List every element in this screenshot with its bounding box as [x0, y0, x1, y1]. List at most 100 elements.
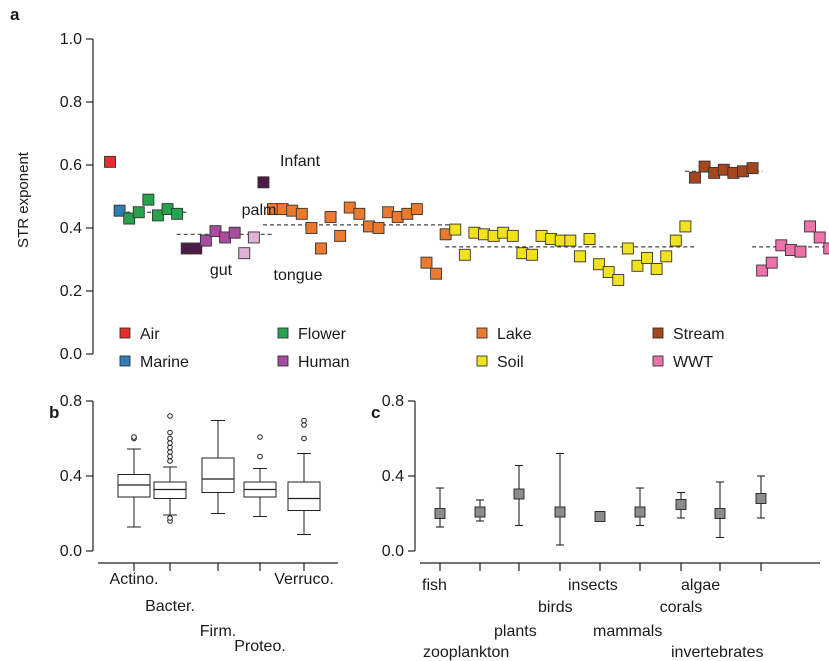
data-point-stream	[746, 162, 759, 175]
panel-a-data-points	[104, 155, 829, 286]
data-point-soil	[602, 266, 615, 279]
panel-c-y-tick-label: 0.4	[382, 468, 404, 485]
boxplot-actino	[117, 434, 151, 528]
data-point-lake	[353, 207, 366, 220]
legend-label: Stream	[673, 326, 725, 343]
legend-label: Flower	[298, 326, 347, 343]
panel-c-x-tick-label: insects	[568, 577, 618, 594]
data-point-lake	[410, 203, 423, 216]
data-point-soil	[641, 251, 653, 264]
legend-swatch	[119, 355, 131, 367]
data-point-soil	[458, 248, 471, 261]
boxplot-outlier	[167, 515, 173, 521]
panel-a-legend: Air Marine Flower Human Lake Soil Stream WWT	[119, 326, 725, 371]
panel-c-x-tick-label: fish	[422, 577, 447, 594]
boxplot-outlier	[301, 422, 307, 428]
boxplot-outlier	[167, 440, 173, 446]
data-point-lake	[324, 211, 337, 223]
panel-a-y-tick-label: 0.0	[60, 346, 82, 363]
data-point-flower	[171, 207, 184, 220]
annotation-tongue: tongue	[274, 267, 323, 284]
panel-c-x-tick-label: zooplankton	[423, 644, 509, 661]
boxplot-proteo	[243, 434, 277, 517]
legend-swatch	[476, 355, 488, 367]
data-point-soil	[526, 248, 538, 261]
boxplot-box	[201, 457, 235, 493]
panel-b-x-tick-label: Actino.	[110, 571, 159, 588]
panel-b-x-tick-label: Proteo.	[234, 638, 286, 655]
boxplot-outlier	[167, 449, 173, 455]
data-point-marine	[113, 204, 126, 217]
data-point-flower	[142, 193, 155, 206]
legend-label: Marine	[140, 354, 189, 371]
boxplot-outlier	[167, 435, 173, 442]
data-point-soil	[593, 258, 606, 271]
data-point-wwt	[765, 256, 778, 269]
legend-swatch	[277, 327, 289, 339]
legend-swatch	[476, 327, 488, 339]
data-point-human	[257, 176, 270, 189]
boxplot-box	[287, 481, 321, 511]
data-point-lake	[343, 201, 356, 214]
panel-b-y-axis: 0.0 0.4 0.8	[60, 393, 94, 560]
data-point-wwt	[804, 220, 817, 233]
data-point-wwt	[756, 264, 769, 277]
panel-b-x-tick-label: Verruco.	[274, 571, 334, 588]
panel-c-y-tick-label: 0.8	[382, 393, 404, 410]
data-point-stream	[698, 160, 711, 173]
boxplot-outlier	[167, 458, 173, 464]
panel-b-boxplots	[117, 413, 321, 535]
data-point-plants	[513, 488, 525, 500]
boxplot-firm	[201, 420, 235, 514]
panel-a-y-axis-label: STR exponent	[15, 151, 32, 248]
data-point-lake	[372, 222, 385, 234]
legend-swatch	[277, 355, 289, 367]
panel-c-x-tick-label: plants	[494, 623, 537, 640]
panel-label-c: c	[371, 403, 380, 422]
panel-c-x-tick-label: birds	[538, 599, 573, 616]
boxplot-outlier	[257, 434, 263, 440]
data-point-soil	[621, 242, 634, 255]
legend-swatch	[652, 355, 664, 367]
data-point-corals	[675, 499, 687, 510]
data-point-zooplankton	[474, 506, 486, 518]
boxplot-outlier	[167, 453, 173, 460]
boxplot-box	[117, 474, 151, 498]
data-point-air	[104, 155, 116, 168]
panel-c-data-points	[434, 452, 767, 546]
panel-a: a 0.0 0.2 0.4 0.6 0.8 1.0 STR exponent Infant…	[10, 5, 829, 371]
panel-a-y-tick-label: 0.4	[60, 220, 82, 237]
panel-b: b 0.0 0.4 0.8 Actino. Bacter. Firm.Proteo. Ve…	[49, 393, 338, 655]
panel-label-a: a	[10, 5, 20, 24]
boxplot-verruco	[287, 417, 321, 535]
data-point-insects	[594, 511, 606, 522]
data-point-lake	[315, 242, 327, 255]
data-point-flower	[132, 206, 145, 219]
data-point-flower	[123, 212, 136, 225]
panel-b-y-tick-label: 0.4	[60, 468, 82, 485]
panel-c-x-tick-label: algae	[681, 577, 720, 594]
annotation-palm: palm	[242, 202, 277, 219]
data-point-soil	[449, 223, 462, 236]
legend-label: Human	[298, 354, 350, 371]
panel-c-x-tick-label: invertebrates	[671, 644, 764, 661]
data-point-human	[247, 231, 260, 244]
legend-label: Lake	[497, 326, 532, 343]
data-point-wwt	[813, 231, 826, 244]
boxplot-outlier	[131, 434, 137, 440]
data-point-soil	[612, 274, 625, 286]
panel-a-y-axis: 0.0 0.2 0.4 0.6 0.8 1.0	[60, 31, 94, 363]
annotation-gut: gut	[210, 262, 233, 279]
panel-a-y-tick-label: 0.2	[60, 283, 82, 300]
boxplot-outlier	[167, 429, 173, 436]
legend-label: Soil	[497, 354, 524, 371]
panel-b-y-tick-label: 0.0	[60, 543, 82, 560]
boxplot-bacter	[153, 413, 187, 524]
boxplot-outlier	[167, 413, 173, 419]
boxplot-outlier	[301, 435, 307, 442]
data-point-flower	[151, 209, 164, 222]
legend-swatch	[652, 327, 664, 339]
